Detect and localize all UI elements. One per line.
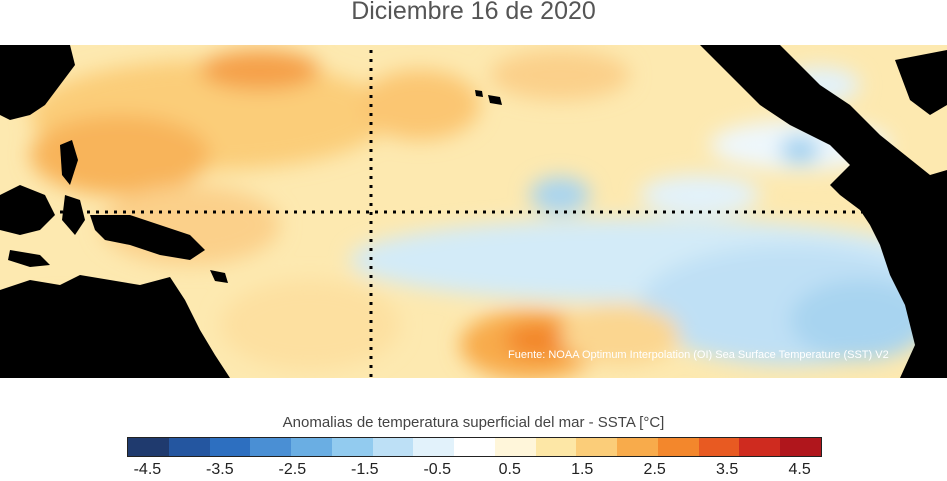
colorbar-cell [535, 438, 577, 456]
colorbar-ticks: -4.5 -3.5 -2.5 -1.5 -0.5 0.5 1.5 2.5 3.5 4.5 [0, 461, 947, 481]
colorbar-tick-label: -2.5 [278, 461, 307, 478]
colorbar-cell [413, 438, 455, 456]
colorbar-cell [291, 438, 332, 456]
colorbar-cell [454, 438, 495, 456]
land-masses [0, 45, 947, 378]
colorbar-cell [168, 438, 210, 456]
colorbar-cell [698, 438, 740, 456]
colorbar-tick-label: 3.5 [716, 461, 739, 478]
colorbar-cell [494, 438, 536, 456]
colorbar-tick-label: -4.5 [133, 461, 162, 478]
colorbar-cell [128, 438, 169, 456]
colorbar-tick-label: 4.5 [788, 461, 811, 478]
source-credit: Fuente: NOAA Optimum Interpolation (OI) … [508, 349, 889, 361]
colorbar-cell [739, 438, 781, 456]
colorbar-tick-label: 1.5 [571, 461, 594, 478]
colorbar-cell [576, 438, 618, 456]
colorbar-cell [780, 438, 822, 456]
ssta-map [0, 45, 947, 378]
colorbar-tick-label: -1.5 [350, 461, 379, 478]
colorbar-cell [372, 438, 414, 456]
colorbar [127, 437, 822, 457]
colorbar-cell [209, 438, 251, 456]
colorbar-tick-label: -0.5 [423, 461, 452, 478]
map-title: Diciembre 16 de 2020 [351, 0, 596, 25]
colorbar-cell [250, 438, 292, 456]
colorbar-cell [657, 438, 699, 456]
colorbar-title: Anomalias de temperatura superficial del… [282, 414, 665, 431]
colorbar-tick-label: 0.5 [498, 461, 521, 478]
colorbar-tick-label: -3.5 [206, 461, 234, 478]
colorbar-cell [617, 438, 658, 456]
colorbar-tick-label: 2.5 [643, 461, 666, 478]
colorbar-cell [331, 438, 373, 456]
